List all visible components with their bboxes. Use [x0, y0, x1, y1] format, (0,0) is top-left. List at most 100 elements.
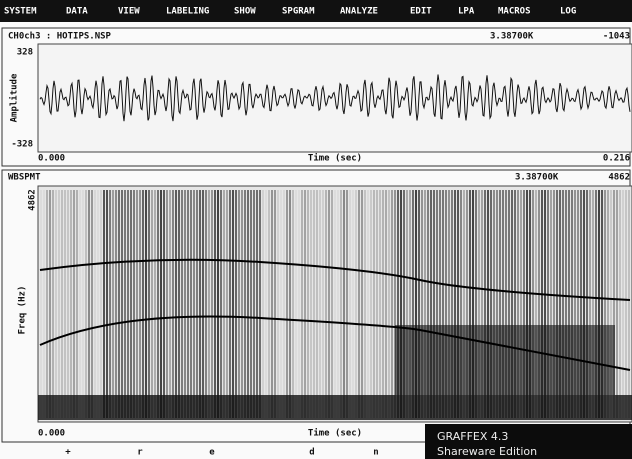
spectrogram-column [616, 190, 618, 418]
overlay-title: GRAFFEX 4.3 [437, 430, 508, 443]
spectrogram-column [496, 190, 498, 418]
menu-bar [0, 0, 632, 22]
menu-item[interactable]: LPA [458, 7, 475, 17]
menu-item[interactable]: LABELING [166, 7, 209, 17]
spectrogram-column [346, 190, 348, 418]
spectrogram-column [427, 190, 429, 418]
spectrogram-column [178, 190, 180, 418]
spectrogram-column [79, 190, 81, 418]
menu-item[interactable]: SPGRAM [282, 7, 315, 17]
spectrogram-column [409, 190, 411, 418]
spectrogram-column [250, 190, 252, 418]
spectrogram-column [85, 190, 87, 418]
spectrogram-column [472, 190, 474, 418]
spectrogram-column [145, 190, 147, 418]
phoneme-label: n [373, 448, 378, 458]
menu-item[interactable]: DATA [66, 7, 88, 17]
spectrogram-column [205, 190, 207, 418]
spectrogram-column [256, 190, 258, 418]
spectrogram-column [370, 190, 372, 418]
spectrogram-column [394, 190, 396, 418]
spectrogram-column [229, 190, 231, 418]
spectrogram-title: WBSPMT [8, 173, 41, 183]
spectrogram-column [175, 190, 177, 418]
spectrogram-column [241, 190, 243, 418]
spectrogram-column [532, 190, 534, 418]
menu-item[interactable]: SYSTEM [4, 7, 37, 17]
spectrogram-plot [37, 185, 632, 423]
spectrogram-column [283, 190, 285, 418]
low-band [38, 395, 632, 420]
spectrogram-column [601, 190, 603, 418]
spectrogram-column [181, 190, 183, 418]
spectrogram-column [571, 190, 573, 418]
spectrogram-column [499, 190, 501, 418]
spectrogram-column [589, 190, 591, 418]
spectrogram-column [508, 190, 510, 418]
spectrogram-column [232, 190, 234, 418]
spectrogram-column [418, 190, 420, 418]
spectrogram-column [91, 190, 93, 418]
spectrogram-column [448, 190, 450, 418]
spectrogram-column [583, 190, 585, 418]
spectrogram-column [376, 190, 378, 418]
spectrogram-column [46, 190, 48, 418]
spectrogram-column [148, 190, 150, 418]
spectrogram-column [310, 190, 312, 418]
spectrogram-column [334, 190, 336, 418]
spectrogram-column [586, 190, 588, 418]
cursor: 3.38700K [515, 173, 559, 183]
menu-item[interactable]: EDIT [410, 7, 432, 17]
spectrogram-column [514, 190, 516, 418]
spectrogram-column [625, 190, 627, 418]
spectrogram-column [529, 190, 531, 418]
menu-item[interactable]: MACROS [498, 7, 531, 17]
spectrogram-column [253, 190, 255, 418]
spectrogram-column [94, 190, 96, 418]
cursor: 3.38700K [490, 32, 534, 42]
spectrogram-column [517, 190, 519, 418]
spectrogram-column [358, 190, 360, 418]
spectrogram-column [70, 190, 72, 418]
spectrogram-column [238, 190, 240, 418]
spectrogram-column [187, 190, 189, 418]
spectrogram-column [289, 190, 291, 418]
spectrogram-column [397, 190, 399, 418]
spectrogram-column [298, 190, 300, 418]
spectrogram-column [628, 190, 630, 418]
spectrogram-column [490, 190, 492, 418]
menu-item[interactable]: VIEW [118, 7, 140, 17]
menu-item[interactable]: SHOW [234, 7, 256, 17]
spectrogram-column [562, 190, 564, 418]
spectrogram-column [190, 190, 192, 418]
spectrogram-column [325, 190, 327, 418]
spectrogram-column [286, 190, 288, 418]
spectrogram-column [442, 190, 444, 418]
spectrogram-column [559, 190, 561, 418]
spectrogram-column [463, 190, 465, 418]
spectrogram-column [313, 190, 315, 418]
spectrogram-column [307, 190, 309, 418]
spectrogram-column [226, 190, 228, 418]
spectrogram-column [214, 190, 216, 418]
spectrogram-column [613, 190, 615, 418]
spectrogram-column [211, 190, 213, 418]
spectrogram-column [340, 190, 342, 418]
spectrogram-column [124, 190, 126, 418]
spectrogram-column [481, 190, 483, 418]
spectrogram-column [52, 190, 54, 418]
y-label: Amplitude [9, 73, 20, 122]
spectrogram-column [457, 190, 459, 418]
spectrogram-column [127, 190, 129, 418]
spectrogram-column [184, 190, 186, 418]
menu-item[interactable]: ANALYZE [340, 7, 378, 17]
spectrogram-column [403, 190, 405, 418]
formant-track [39, 315, 631, 371]
spectrogram-column [316, 190, 318, 418]
spectrogram-column [421, 190, 423, 418]
spectrogram-column [262, 190, 264, 418]
spectrogram-column [331, 190, 333, 418]
menu-item[interactable]: LOG [560, 7, 576, 17]
spectrogram-column [58, 190, 60, 418]
spectrogram-column [598, 190, 600, 418]
